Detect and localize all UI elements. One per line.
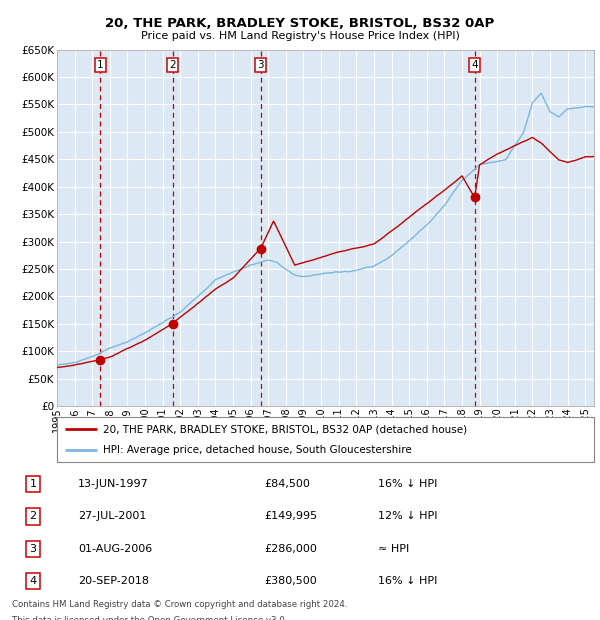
Text: £149,995: £149,995	[264, 512, 317, 521]
Text: Contains HM Land Registry data © Crown copyright and database right 2024.: Contains HM Land Registry data © Crown c…	[12, 600, 347, 609]
Text: Price paid vs. HM Land Registry's House Price Index (HPI): Price paid vs. HM Land Registry's House …	[140, 31, 460, 41]
Text: 27-JUL-2001: 27-JUL-2001	[78, 512, 146, 521]
Text: 4: 4	[29, 576, 37, 586]
Text: £84,500: £84,500	[264, 479, 310, 489]
Text: 20-SEP-2018: 20-SEP-2018	[78, 576, 149, 586]
Text: This data is licensed under the Open Government Licence v3.0.: This data is licensed under the Open Gov…	[12, 616, 287, 620]
Text: 2: 2	[29, 512, 37, 521]
Text: 2: 2	[170, 60, 176, 70]
Text: 16% ↓ HPI: 16% ↓ HPI	[378, 576, 437, 586]
Text: £286,000: £286,000	[264, 544, 317, 554]
Text: 12% ↓ HPI: 12% ↓ HPI	[378, 512, 437, 521]
Text: 20, THE PARK, BRADLEY STOKE, BRISTOL, BS32 0AP (detached house): 20, THE PARK, BRADLEY STOKE, BRISTOL, BS…	[103, 424, 467, 435]
Text: 20, THE PARK, BRADLEY STOKE, BRISTOL, BS32 0AP: 20, THE PARK, BRADLEY STOKE, BRISTOL, BS…	[106, 17, 494, 30]
Text: 4: 4	[472, 60, 478, 70]
Text: 1: 1	[97, 60, 103, 70]
Text: 01-AUG-2006: 01-AUG-2006	[78, 544, 152, 554]
Text: ≈ HPI: ≈ HPI	[378, 544, 409, 554]
Text: 3: 3	[257, 60, 264, 70]
Text: 1: 1	[29, 479, 37, 489]
Text: £380,500: £380,500	[264, 576, 317, 586]
Text: 16% ↓ HPI: 16% ↓ HPI	[378, 479, 437, 489]
Text: 3: 3	[29, 544, 37, 554]
Text: 13-JUN-1997: 13-JUN-1997	[78, 479, 149, 489]
Text: HPI: Average price, detached house, South Gloucestershire: HPI: Average price, detached house, Sout…	[103, 445, 412, 455]
